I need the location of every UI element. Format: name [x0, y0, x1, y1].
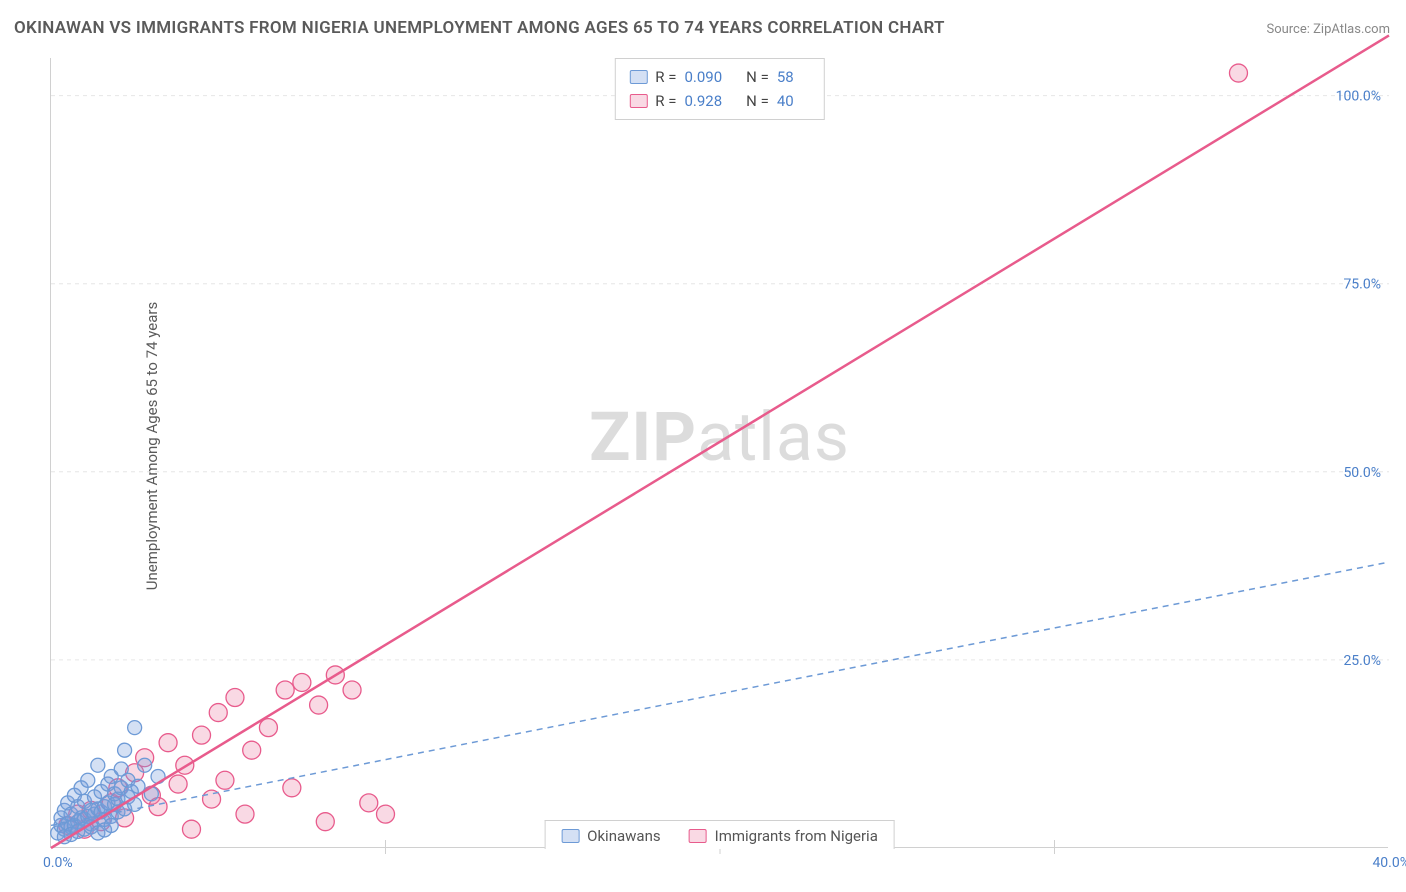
svg-text:25.0%: 25.0% [1343, 653, 1381, 669]
x-tick-end: 40.0% [1372, 855, 1406, 871]
correlation-row-okinawans: R = 0.090 N = 58 [629, 65, 809, 89]
chart-title: OKINAWAN VS IMMIGRANTS FROM NIGERIA UNEM… [14, 18, 945, 38]
chart-svg: 25.0% 50.0% 75.0% 100.0% [51, 58, 1388, 847]
swatch-okinawans [629, 70, 647, 84]
swatch-nigeria [629, 94, 647, 108]
legend-item-nigeria: Immigrants from Nigeria [689, 827, 878, 845]
x-tick-start: 0.0% [43, 855, 73, 871]
plot-area: ZIPatlas 25.0%50.0%75.0%100.0% R = 0.090… [50, 58, 1388, 848]
svg-text:75.0%: 75.0% [1343, 277, 1381, 293]
correlation-row-nigeria: R = 0.928 N = 40 [629, 89, 809, 113]
swatch-nigeria-bottom [689, 829, 707, 843]
legend-item-okinawans: Okinawans [561, 827, 660, 845]
source-label: Source: ZipAtlas.com [1266, 22, 1390, 37]
svg-text:100.0%: 100.0% [1336, 89, 1381, 105]
series-legend: Okinawans Immigrants from Nigeria [544, 820, 895, 849]
svg-text:50.0%: 50.0% [1343, 465, 1381, 481]
correlation-legend: R = 0.090 N = 58 R = 0.928 N = 40 [614, 58, 824, 120]
swatch-okinawans-bottom [561, 829, 579, 843]
